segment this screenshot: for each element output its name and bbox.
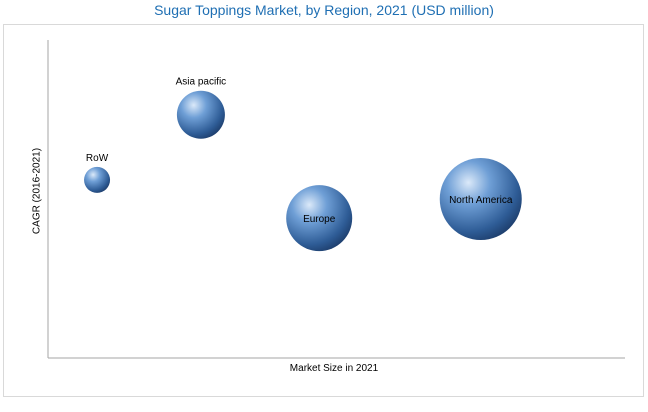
bubble-label-asia-pacific: Asia pacific <box>176 77 227 88</box>
x-axis-label: Market Size in 2021 <box>289 363 379 374</box>
chart-title: Sugar Toppings Market, by Region, 2021 (… <box>154 2 494 18</box>
bubble-label-europe: Europe <box>303 214 336 225</box>
bubble-series: RoW Asia pacific Europe North America <box>84 77 522 252</box>
bubble-asia-pacific <box>176 90 225 139</box>
bubble-label-row: RoW <box>86 153 109 164</box>
bubble-europe <box>286 185 353 252</box>
chart-frame <box>3 24 644 397</box>
bubble-label-north-america: North America <box>449 195 513 206</box>
bubble-north-america <box>439 158 522 240</box>
bubble-row <box>84 166 111 193</box>
